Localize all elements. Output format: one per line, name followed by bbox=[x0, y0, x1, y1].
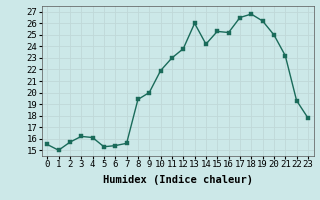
X-axis label: Humidex (Indice chaleur): Humidex (Indice chaleur) bbox=[103, 175, 252, 185]
